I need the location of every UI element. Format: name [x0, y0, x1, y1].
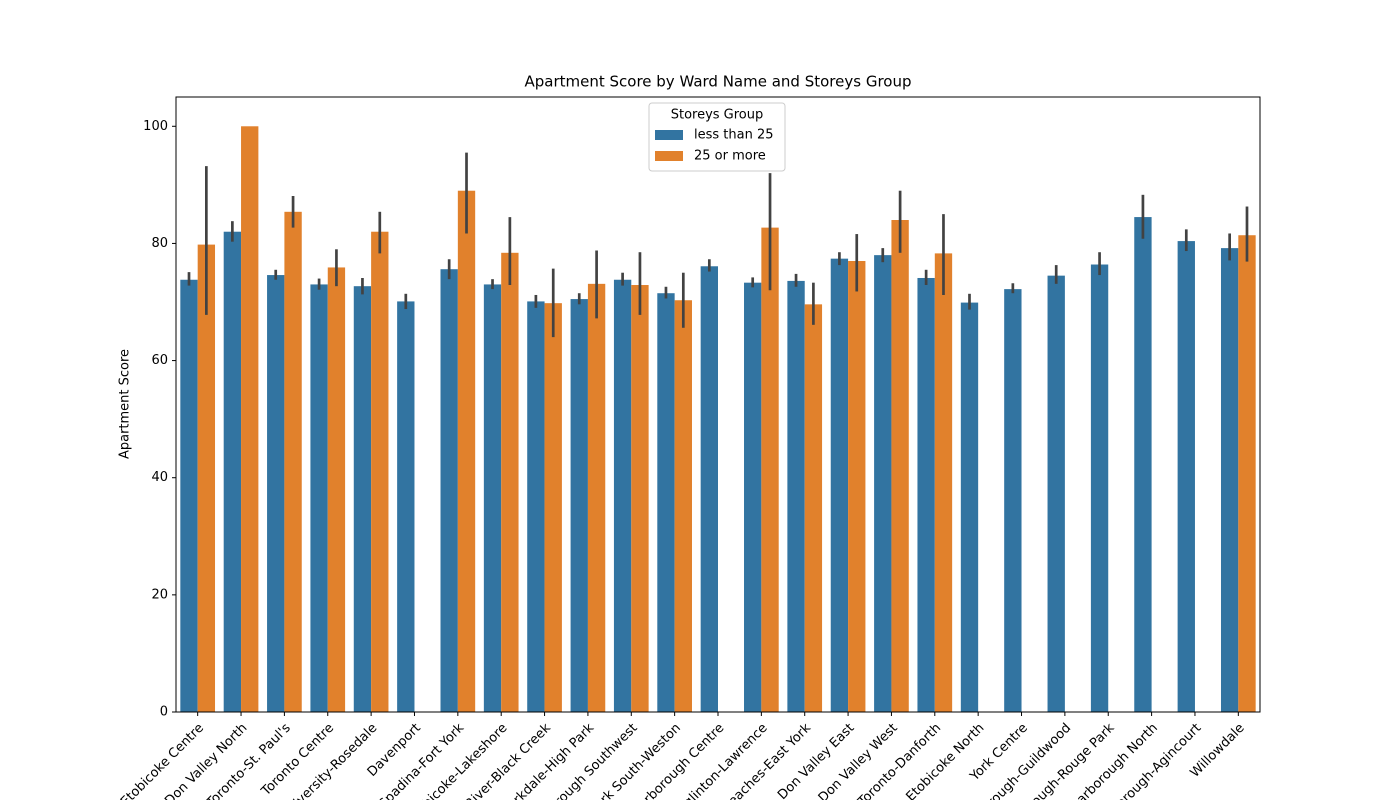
bar — [891, 220, 909, 712]
bar — [284, 211, 302, 713]
y-axis-label: Apartment Score — [118, 349, 133, 459]
y-tick-label: 80 — [151, 236, 168, 251]
x-tick-label: Don Valley West — [816, 721, 901, 800]
legend-title: Storeys Group — [671, 108, 764, 123]
x-tick-label: Etobicoke Centre — [118, 721, 207, 800]
bar — [197, 244, 216, 712]
bar — [830, 258, 849, 712]
bar — [570, 299, 588, 712]
y-tick-label: 100 — [143, 119, 168, 134]
bar — [674, 300, 692, 712]
bar — [527, 301, 545, 712]
bar — [874, 255, 892, 712]
bar — [241, 126, 259, 713]
bar — [934, 253, 953, 712]
bar — [353, 286, 372, 712]
bar — [483, 284, 502, 712]
bar — [848, 261, 866, 712]
legend-swatch — [655, 130, 683, 140]
bar — [744, 282, 762, 712]
y-tick-label: 20 — [151, 587, 168, 602]
legend-label: 25 or more — [694, 149, 766, 164]
bar — [327, 267, 346, 712]
bar — [761, 227, 779, 712]
bar — [267, 275, 285, 712]
bar — [501, 252, 519, 713]
bar — [440, 269, 458, 712]
bar — [960, 302, 979, 712]
x-tick-label: Etobicoke North — [903, 721, 987, 800]
bar — [613, 279, 632, 712]
bar — [180, 279, 198, 712]
bar — [1090, 264, 1109, 712]
bar — [1177, 241, 1195, 713]
bar — [544, 303, 562, 712]
legend-label: less than 25 — [694, 128, 774, 143]
y-tick-label: 40 — [151, 470, 168, 485]
bar — [397, 301, 415, 712]
legend-swatch — [655, 151, 683, 161]
bar — [700, 266, 718, 712]
bar — [1220, 248, 1239, 712]
y-tick-label: 0 — [160, 705, 168, 720]
bar — [371, 231, 389, 712]
bar — [917, 277, 935, 712]
bar — [310, 284, 328, 712]
x-tick-label: Don Valley East — [775, 721, 857, 800]
bar — [457, 190, 476, 712]
plot-frame — [175, 96, 1261, 713]
bar — [1004, 289, 1022, 712]
bar — [1238, 235, 1256, 712]
bar — [631, 285, 649, 712]
bar — [657, 293, 675, 712]
chart-title: Apartment Score by Ward Name and Storeys… — [524, 73, 911, 91]
bar — [787, 280, 805, 712]
bar — [1047, 275, 1065, 712]
bar — [587, 283, 606, 712]
bar — [1134, 217, 1152, 713]
y-tick-label: 60 — [151, 353, 168, 368]
bar — [223, 231, 242, 712]
bar — [804, 304, 823, 712]
